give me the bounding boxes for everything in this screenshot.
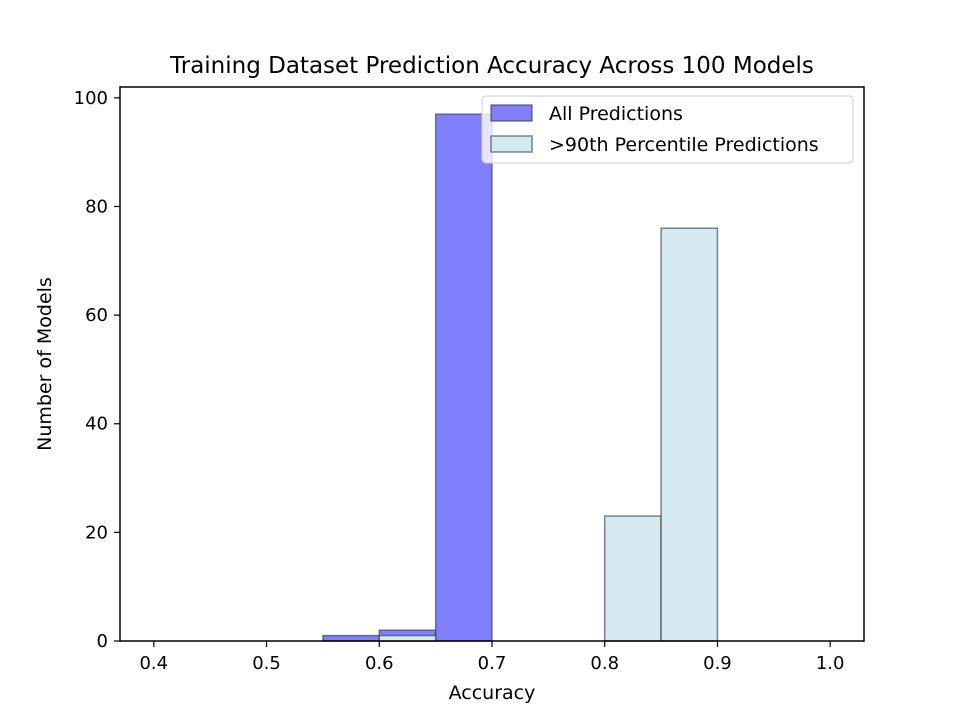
x-tick-label: 0.5 bbox=[252, 653, 281, 674]
x-tick-label: 0.4 bbox=[139, 653, 168, 674]
y-tick-label: 0 bbox=[97, 631, 108, 652]
x-axis-title: Accuracy bbox=[449, 682, 536, 704]
bar-series1-bin-3 bbox=[434, 113, 493, 642]
legend: All Predictions >90th Percentile Predicti… bbox=[481, 95, 854, 164]
legend-label-2: >90th Percentile Predictions bbox=[549, 134, 819, 156]
x-tick-label: 0.9 bbox=[703, 653, 732, 674]
bars-layer bbox=[322, 113, 719, 642]
legend-swatch-1 bbox=[490, 104, 533, 122]
y-tick-label: 60 bbox=[85, 305, 108, 326]
y-tick-label: 100 bbox=[74, 88, 108, 109]
y-tick-label: 80 bbox=[85, 196, 108, 217]
bar-series2-bin-1 bbox=[378, 634, 437, 642]
x-tick-label: 1.0 bbox=[816, 653, 845, 674]
y-tick-label: 20 bbox=[85, 522, 108, 543]
legend-swatch-2 bbox=[490, 135, 533, 153]
chart-title: Training Dataset Prediction Accuracy Acr… bbox=[169, 53, 814, 79]
legend-label-1: All Predictions bbox=[549, 103, 683, 125]
bar-series2-bin-2 bbox=[603, 515, 662, 642]
legend-box bbox=[481, 95, 854, 164]
axes-layer: 0.4 0.5 0.6 0.7 0.8 0.9 1.0 0 20 40 60 80 100 bbox=[74, 86, 865, 674]
x-tick-label: 0.8 bbox=[590, 653, 619, 674]
x-tick-label: 0.6 bbox=[365, 653, 394, 674]
y-axis-title: Number of Models bbox=[34, 277, 56, 451]
y-tick-label: 40 bbox=[85, 414, 108, 435]
bar-series2-bin-3 bbox=[660, 227, 719, 642]
bar-series1-bin-1 bbox=[322, 634, 381, 642]
x-tick-label: 0.7 bbox=[478, 653, 507, 674]
